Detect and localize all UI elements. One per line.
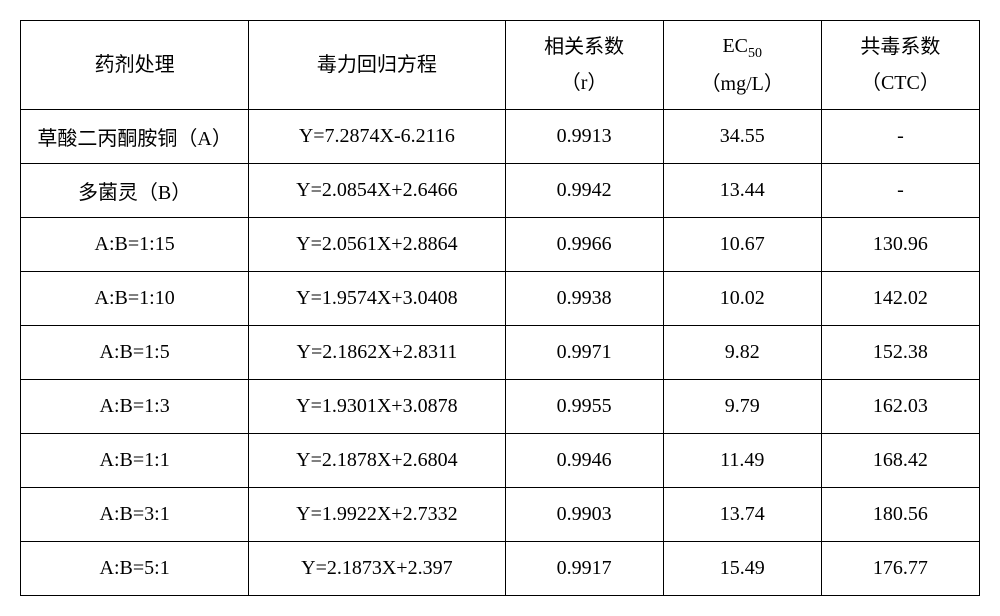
cell-ctc: 162.03 [821, 380, 979, 434]
cell-treatment: A:B=1:1 [21, 434, 249, 488]
cell-correlation: 0.9966 [505, 218, 663, 272]
cell-treatment: A:B=1:10 [21, 272, 249, 326]
table-row: A:B=1:15 Y=2.0561X+2.8864 0.9966 10.67 1… [21, 218, 980, 272]
cell-equation: Y=2.1878X+2.6804 [249, 434, 505, 488]
table-row: A:B=1:5 Y=2.1862X+2.8311 0.9971 9.82 152… [21, 326, 980, 380]
cell-correlation: 0.9938 [505, 272, 663, 326]
table-row: 多菌灵（B） Y=2.0854X+2.6466 0.9942 13.44 - [21, 164, 980, 218]
table-row: A:B=1:3 Y=1.9301X+3.0878 0.9955 9.79 162… [21, 380, 980, 434]
cell-correlation: 0.9942 [505, 164, 663, 218]
cell-ec50: 34.55 [663, 110, 821, 164]
cell-correlation: 0.9971 [505, 326, 663, 380]
cell-treatment: A:B=5:1 [21, 542, 249, 596]
cell-ec50: 13.74 [663, 488, 821, 542]
cell-equation: Y=1.9574X+3.0408 [249, 272, 505, 326]
cell-ctc: 168.42 [821, 434, 979, 488]
cell-treatment: A:B=1:5 [21, 326, 249, 380]
cell-equation: Y=2.1862X+2.8311 [249, 326, 505, 380]
cell-equation: Y=2.1873X+2.397 [249, 542, 505, 596]
cell-treatment: A:B=1:15 [21, 218, 249, 272]
cell-ec50: 9.79 [663, 380, 821, 434]
table-header-row: 药剂处理 毒力回归方程 相关系数 （r） EC50 （mg/L） 共毒系数 （C… [21, 21, 980, 110]
col-header-correlation: 相关系数 （r） [505, 21, 663, 110]
cell-correlation: 0.9917 [505, 542, 663, 596]
col-header-label: 药剂处理 [95, 54, 175, 76]
cell-equation: Y=1.9922X+2.7332 [249, 488, 505, 542]
cell-ctc: 142.02 [821, 272, 979, 326]
cell-ec50: 11.49 [663, 434, 821, 488]
col-header-treatment: 药剂处理 [21, 21, 249, 110]
col-header-label: 毒力回归方程 [317, 54, 437, 76]
cell-treatment: A:B=3:1 [21, 488, 249, 542]
col-header-label: EC50 [722, 35, 762, 57]
cell-treatment: 多菌灵（B） [21, 164, 249, 218]
col-header-equation: 毒力回归方程 [249, 21, 505, 110]
col-header-label: 共毒系数 [860, 36, 940, 58]
col-header-sub: （CTC） [823, 65, 978, 101]
cell-equation: Y=1.9301X+3.0878 [249, 380, 505, 434]
cell-equation: Y=7.2874X-6.2116 [249, 110, 505, 164]
cell-correlation: 0.9903 [505, 488, 663, 542]
cell-ec50: 10.67 [663, 218, 821, 272]
table-row: 草酸二丙酮胺铜（A） Y=7.2874X-6.2116 0.9913 34.55… [21, 110, 980, 164]
cell-ctc: - [821, 164, 979, 218]
cell-ctc: 180.56 [821, 488, 979, 542]
table-row: A:B=5:1 Y=2.1873X+2.397 0.9917 15.49 176… [21, 542, 980, 596]
cell-treatment: A:B=1:3 [21, 380, 249, 434]
cell-equation: Y=2.0854X+2.6466 [249, 164, 505, 218]
cell-equation: Y=2.0561X+2.8864 [249, 218, 505, 272]
cell-ctc: 152.38 [821, 326, 979, 380]
cell-correlation: 0.9955 [505, 380, 663, 434]
toxicity-table: 药剂处理 毒力回归方程 相关系数 （r） EC50 （mg/L） 共毒系数 （C… [20, 20, 980, 596]
col-header-ec50: EC50 （mg/L） [663, 21, 821, 110]
col-header-sub: （r） [507, 65, 662, 101]
cell-treatment: 草酸二丙酮胺铜（A） [21, 110, 249, 164]
cell-correlation: 0.9913 [505, 110, 663, 164]
cell-ctc: 176.77 [821, 542, 979, 596]
cell-ctc: - [821, 110, 979, 164]
cell-ec50: 15.49 [663, 542, 821, 596]
table-body: 草酸二丙酮胺铜（A） Y=7.2874X-6.2116 0.9913 34.55… [21, 110, 980, 596]
table-row: A:B=3:1 Y=1.9922X+2.7332 0.9903 13.74 18… [21, 488, 980, 542]
table-row: A:B=1:10 Y=1.9574X+3.0408 0.9938 10.02 1… [21, 272, 980, 326]
cell-ctc: 130.96 [821, 218, 979, 272]
cell-ec50: 10.02 [663, 272, 821, 326]
cell-correlation: 0.9946 [505, 434, 663, 488]
col-header-label: 相关系数 [544, 36, 624, 58]
cell-ec50: 13.44 [663, 164, 821, 218]
cell-ec50: 9.82 [663, 326, 821, 380]
col-header-sub: （mg/L） [665, 66, 820, 102]
col-header-ctc: 共毒系数 （CTC） [821, 21, 979, 110]
table-row: A:B=1:1 Y=2.1878X+2.6804 0.9946 11.49 16… [21, 434, 980, 488]
